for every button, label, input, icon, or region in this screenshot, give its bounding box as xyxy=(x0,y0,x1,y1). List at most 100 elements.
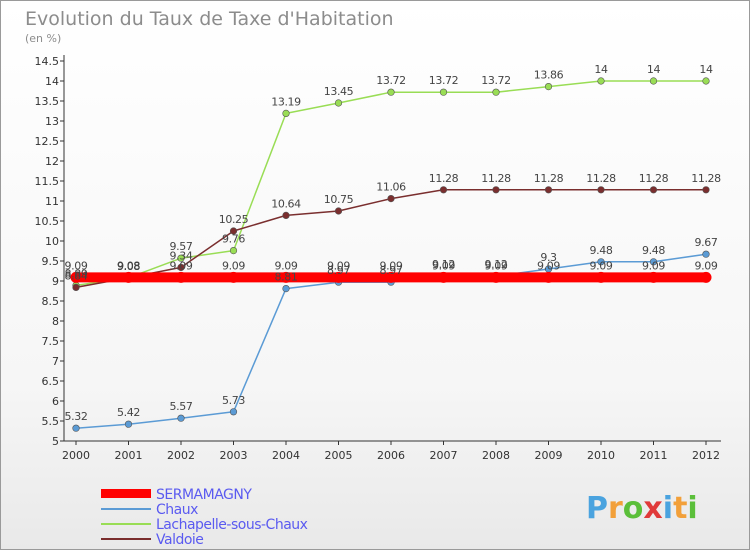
data-label: 9.09 xyxy=(590,259,613,272)
data-label: 10.75 xyxy=(324,193,354,206)
data-label: 9.08 xyxy=(117,259,140,272)
data-label: 9.08 xyxy=(117,260,140,273)
data-label: 9.12 xyxy=(432,258,455,271)
y-tick-label: 12.5 xyxy=(35,135,60,148)
data-label: 9.48 xyxy=(590,244,613,257)
logo-text: Proxiti xyxy=(586,491,698,526)
data-point xyxy=(72,424,80,432)
data-label: 9.3 xyxy=(540,251,557,264)
legend-label: Chaux xyxy=(156,502,198,518)
data-label: 11.06 xyxy=(376,181,406,194)
x-tick-label: 2012 xyxy=(692,449,720,462)
data-point xyxy=(177,254,185,262)
logo-letter: t xyxy=(673,491,687,526)
data-point xyxy=(702,250,710,258)
y-tick-label: 8 xyxy=(52,315,59,328)
data-label: 5.57 xyxy=(170,400,193,413)
y-tick-label: 8.5 xyxy=(42,295,60,308)
data-label: 9.09 xyxy=(485,259,508,272)
data-label: 8.81 xyxy=(275,271,298,284)
x-tick-label: 2008 xyxy=(482,449,510,462)
data-label: 9.09 xyxy=(432,259,455,272)
data-point xyxy=(334,99,343,107)
data-label: 13.72 xyxy=(481,74,511,87)
x-tick-label: 2001 xyxy=(115,449,143,462)
data-label: 10.64 xyxy=(271,197,301,210)
data-label: 10.25 xyxy=(219,213,249,226)
data-label: 9.67 xyxy=(695,236,718,249)
data-point xyxy=(333,271,344,283)
data-label: 8.97 xyxy=(380,264,403,277)
y-tick-label: 14 xyxy=(45,75,59,88)
y-tick-label: 14.5 xyxy=(35,55,60,68)
data-labels: 9.09 9.08 9.09 9.09 9.09 9.09 9.09 9.09 9.09 9.09… xyxy=(65,63,722,423)
y-tick-label: 6.5 xyxy=(42,375,60,388)
data-label: 9.09 xyxy=(222,259,245,272)
data-label: 11.28 xyxy=(429,172,459,185)
legend-label: Valdoie xyxy=(156,532,203,548)
legend-label: Lachapelle-sous-Chaux xyxy=(156,517,308,533)
logo-letter: o xyxy=(623,491,644,526)
x-tick-label: 2011 xyxy=(640,449,668,462)
data-label: 9.09 xyxy=(537,259,560,272)
data-label: 13.86 xyxy=(534,69,564,82)
data-label: 8.97 xyxy=(327,264,350,277)
data-point xyxy=(387,88,395,96)
data-point xyxy=(387,195,395,203)
x-tick-label: 2000 xyxy=(62,449,90,462)
data-label: 11.28 xyxy=(534,172,564,185)
x-tick-label: 2010 xyxy=(587,449,615,462)
axes: 5 5.5 6 6.5 7 7.5 8 8.5 9 9.5 10 10.5 11 11.5 12 12.5 13… xyxy=(35,55,721,462)
data-label: 11.28 xyxy=(481,172,511,185)
data-label: 9.09 xyxy=(695,259,718,272)
x-tick-label: 2006 xyxy=(377,449,405,462)
data-point xyxy=(228,271,239,283)
data-point xyxy=(282,109,290,117)
y-tick-label: 5.5 xyxy=(42,415,60,428)
y-tick-label: 5 xyxy=(52,435,59,448)
data-label: 9.09 xyxy=(327,259,350,272)
data-label: 9.12 xyxy=(485,258,508,271)
data-point xyxy=(543,271,554,283)
chart-subtitle: (en %) xyxy=(25,32,61,45)
data-point xyxy=(124,420,133,428)
data-label: 5.42 xyxy=(117,406,140,419)
data-point xyxy=(123,271,134,283)
logo-letter: x xyxy=(643,491,662,526)
data-label: 11.28 xyxy=(586,172,616,185)
legend-label: SERMAMAGNY xyxy=(156,487,252,503)
data-point xyxy=(439,88,448,96)
x-tick-label: 2007 xyxy=(430,449,458,462)
data-point xyxy=(177,414,185,422)
legend: SERMAMAGNYChauxLachapelle-sous-ChauxVald… xyxy=(101,487,308,548)
data-point xyxy=(595,271,607,283)
data-point xyxy=(280,271,292,283)
data-label: 9.09 xyxy=(642,259,665,272)
data-label: 13.19 xyxy=(271,95,301,108)
x-tick-label: 2002 xyxy=(167,449,195,462)
logo-letter: i xyxy=(687,491,697,526)
data-label: 13.72 xyxy=(429,74,459,87)
data-point xyxy=(229,227,238,235)
data-point xyxy=(700,271,712,283)
data-point xyxy=(492,186,500,194)
chart-title: Evolution du Taux de Taxe d'Habitation xyxy=(25,8,394,30)
data-label: 9.09 xyxy=(275,259,298,272)
data-point xyxy=(229,247,238,255)
data-label: 9.09 xyxy=(170,259,193,272)
data-point xyxy=(544,82,553,91)
y-tick-label: 11.5 xyxy=(35,175,60,188)
data-point xyxy=(72,283,80,292)
data-label: 9.08 xyxy=(117,260,140,273)
x-tick-label: 2003 xyxy=(220,449,248,462)
legend-swatch xyxy=(101,489,151,498)
y-tick-label: 7 xyxy=(52,355,59,368)
data-label: 9.76 xyxy=(222,233,245,246)
data-point xyxy=(702,77,710,85)
data-label: 8.84 xyxy=(65,269,88,282)
x-tick-label: 2005 xyxy=(325,449,353,462)
data-label: 9.48 xyxy=(642,244,665,257)
data-point xyxy=(229,408,238,416)
